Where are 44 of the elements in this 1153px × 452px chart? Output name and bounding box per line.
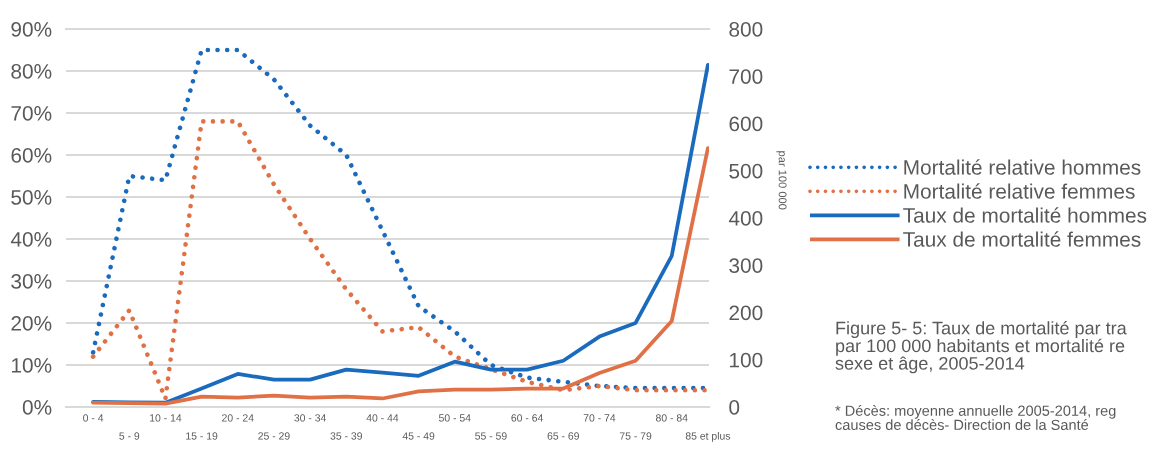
- legend-label: Mortalité relative hommes: [904, 159, 1141, 175]
- x-tick-label: 10 - 14: [150, 414, 182, 422]
- y-tick-label: 70%: [11, 106, 52, 121]
- x-tick-label: 50 - 54: [438, 414, 471, 422]
- y-tick-label: 80%: [11, 64, 52, 79]
- legend-label: Taux de mortalité hommes: [903, 207, 1147, 223]
- x-tick-label: 55 - 59: [475, 432, 507, 440]
- y-tick-label: 60%: [11, 148, 52, 163]
- x-tick-label: 75 - 79: [619, 432, 652, 440]
- y-tick-label: 30%: [11, 274, 52, 289]
- y2-tick-label: 100: [730, 352, 763, 368]
- text: * Décès: moyenne annuelle 2005-2014, reg causes de décès- Direction de la Santé: [835, 405, 1116, 431]
- y-tick-label: 50%: [11, 190, 52, 205]
- y2-tick-label: 0: [729, 400, 740, 415]
- x-tick-label: 85 et plus: [685, 432, 731, 442]
- legend-label: Mortalité relative femmes: [904, 183, 1135, 199]
- text: Figure 5- 5: Taux de mortalité par tra par 100 000 habitants et mortalité re sexe et âge, 2005-2014: [835, 321, 1127, 374]
- x-tick-label: 25 - 29: [258, 432, 290, 440]
- x-tick-label: 80 - 84: [655, 414, 688, 422]
- x-tick-label: 30 - 34: [294, 414, 327, 422]
- x-tick-label: 40 - 44: [366, 414, 399, 422]
- x-tick-label: 60 - 64: [511, 414, 544, 422]
- y2-tick-label: 200: [729, 305, 763, 321]
- y-tick-label: 10%: [12, 358, 52, 373]
- y2-axis-title: par 100 000: [776, 151, 787, 210]
- x-tick-label: 5 - 9: [119, 432, 140, 440]
- y2-tick-label: 400: [728, 211, 763, 226]
- x-tick-label: 35 - 39: [330, 432, 362, 440]
- y-tick-label: 90%: [11, 22, 52, 37]
- x-tick-label: 45 - 49: [402, 432, 435, 440]
- y2-tick-label: 700: [729, 69, 763, 84]
- x-tick-label: 20 - 24: [222, 414, 254, 422]
- y2-tick-label: 800: [729, 22, 763, 37]
- y-tick-label: 20%: [11, 316, 52, 331]
- x-tick-label: 70 - 74: [583, 414, 616, 422]
- y2-tick-label: 600: [729, 116, 763, 132]
- y2-tick-label: 300: [729, 258, 763, 273]
- legend-label: Taux de mortalité femmes: [903, 231, 1141, 247]
- y-tick-label: 0%: [22, 400, 52, 415]
- y-tick-label: 40%: [10, 232, 52, 247]
- x-tick-label: 15 - 19: [186, 432, 218, 440]
- y2-tick-label: 500: [729, 163, 763, 179]
- x-tick-label: 65 - 69: [547, 432, 579, 440]
- x-tick-label: 0 - 4: [83, 414, 104, 422]
